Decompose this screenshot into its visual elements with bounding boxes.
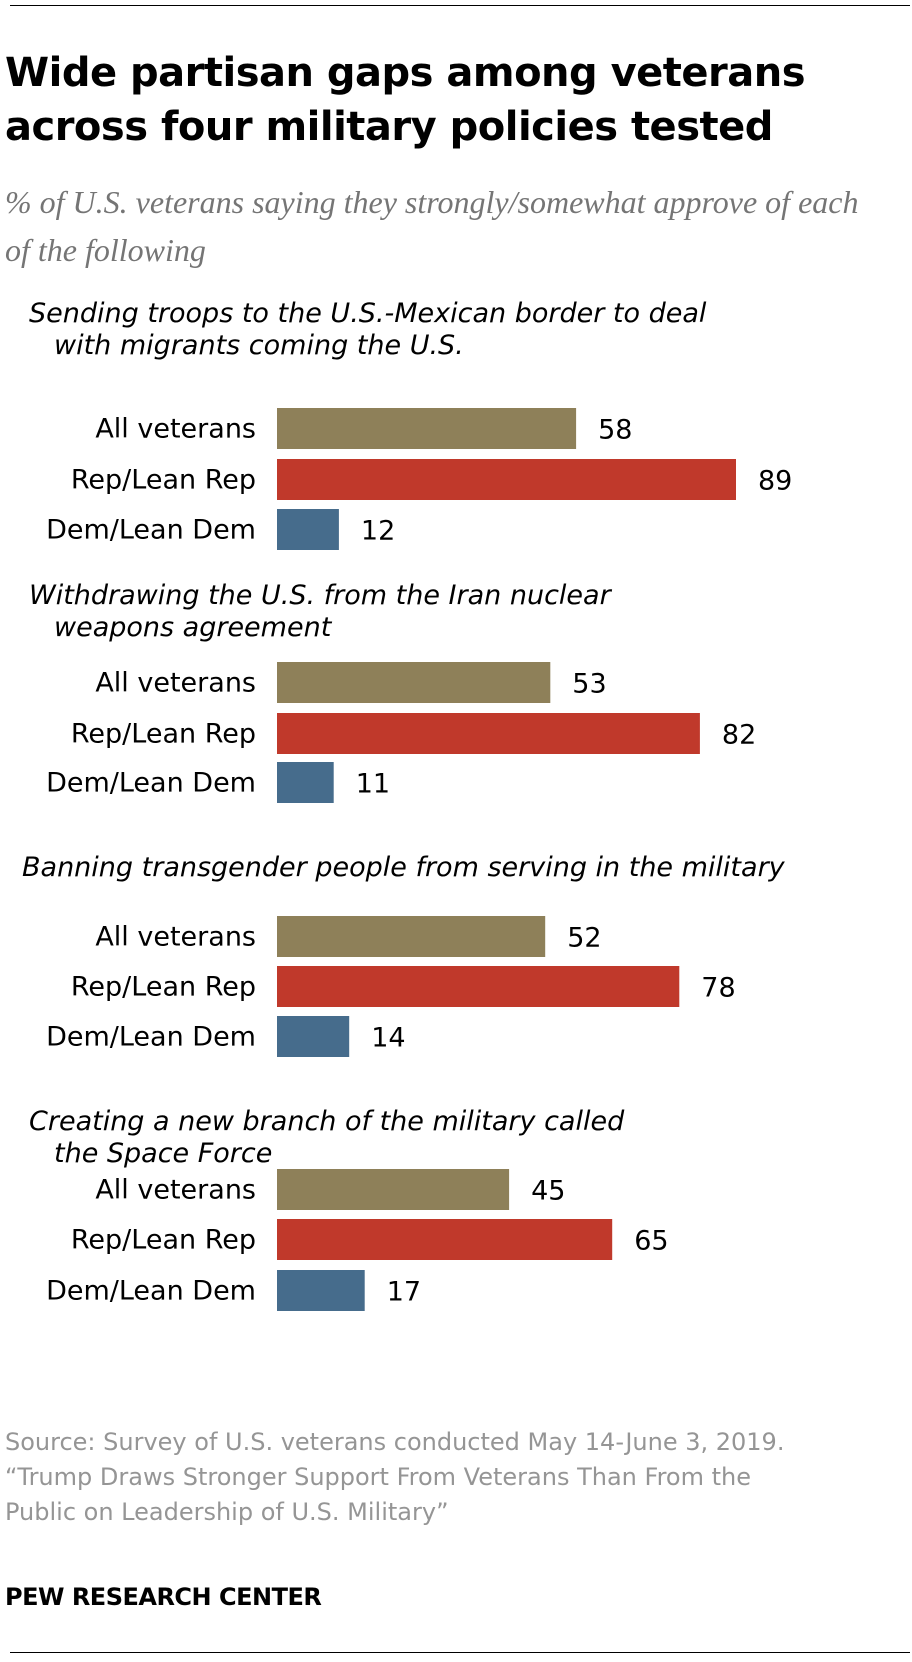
source-line: Source: Survey of U.S. veterans conducte… [5, 1428, 785, 1456]
bar [277, 408, 577, 449]
category-label: All veterans [95, 668, 256, 699]
category-label: Dem/Lean Dem [46, 768, 256, 799]
category-label: Rep/Lean Rep [71, 1225, 256, 1256]
data-label: 53 [572, 669, 606, 700]
category-label: Rep/Lean Rep [71, 972, 256, 1003]
bar [277, 459, 736, 500]
source-note: Source: Survey of U.S. veterans conducte… [5, 1425, 900, 1530]
group-title: with migrants coming the U.S. [54, 330, 464, 361]
bar [277, 1270, 365, 1311]
group-title: Creating a new branch of the military ca… [29, 1106, 625, 1137]
category-label: All veterans [95, 922, 256, 953]
top-rule [10, 5, 910, 6]
category-label: Rep/Lean Rep [71, 465, 256, 496]
bar [277, 1016, 350, 1057]
bar [277, 1219, 613, 1260]
source-line: Public on Leadership of U.S. Military” [5, 1498, 449, 1526]
bar [277, 662, 551, 703]
group-title: Banning transgender people from serving … [22, 852, 786, 883]
pew-logo-text: PEW RESEARCH CENTER [5, 1583, 322, 1611]
category-label: All veterans [95, 414, 256, 445]
chart-subtitle: % of U.S. veterans saying they strongly/… [5, 184, 859, 268]
group-title: Sending troops to the U.S.-Mexican borde… [29, 300, 707, 329]
bar-chart: Sending troops to the U.S.-Mexican borde… [22, 300, 792, 1311]
bar [277, 509, 339, 550]
source-line: “Trump Draws Stronger Support From Veter… [5, 1463, 751, 1491]
group-title: weapons agreement [54, 612, 333, 643]
data-label: 82 [722, 720, 756, 751]
data-label: 65 [634, 1226, 668, 1257]
data-label: 45 [531, 1176, 565, 1207]
category-label: All veterans [95, 1175, 256, 1206]
data-label: 78 [701, 973, 735, 1004]
category-label: Dem/Lean Dem [46, 515, 256, 546]
data-label: 11 [356, 769, 390, 800]
bottom-rule [10, 1652, 910, 1653]
data-label: 17 [387, 1277, 421, 1308]
bar [277, 1169, 510, 1210]
category-label: Dem/Lean Dem [46, 1276, 256, 1307]
category-label: Dem/Lean Dem [46, 1022, 256, 1053]
data-label: 89 [758, 466, 792, 497]
group-title: the Space Force [54, 1138, 272, 1169]
bar [277, 762, 334, 803]
data-label: 12 [361, 516, 395, 547]
category-label: Rep/Lean Rep [71, 719, 256, 750]
chart-title: Wide partisan gaps among veterans across… [5, 50, 806, 150]
bar [277, 713, 700, 754]
data-label: 58 [598, 415, 632, 446]
data-label: 52 [567, 923, 601, 954]
bar [277, 916, 546, 957]
bar [277, 966, 680, 1007]
data-label: 14 [371, 1023, 405, 1054]
group-title: Withdrawing the U.S. from the Iran nucle… [29, 580, 613, 611]
